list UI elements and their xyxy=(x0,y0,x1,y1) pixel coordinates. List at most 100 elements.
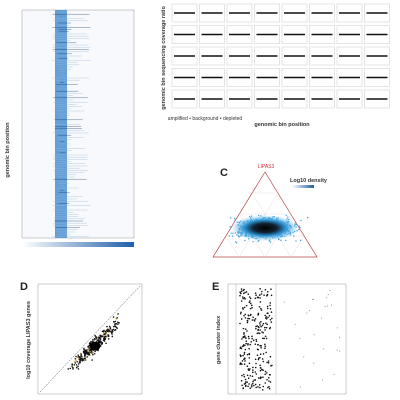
scatter-point xyxy=(242,297,244,300)
scatter-point xyxy=(257,325,260,328)
scatter-point xyxy=(252,339,255,342)
scatter-point xyxy=(104,335,107,338)
scatter-point xyxy=(262,322,265,325)
scatter-point xyxy=(85,352,88,355)
scatter-point xyxy=(103,337,105,340)
scatter-point xyxy=(244,344,246,347)
scatter-point xyxy=(95,342,98,345)
scatter-point xyxy=(247,335,250,338)
scatter-point xyxy=(260,320,262,323)
scatter-point xyxy=(83,357,86,360)
scatter-point xyxy=(77,365,79,368)
scatter-point xyxy=(264,370,267,373)
scatter-point xyxy=(249,302,252,305)
scatter-point xyxy=(85,359,87,361)
scatter-point xyxy=(267,376,270,379)
scatter-point xyxy=(242,292,245,295)
scatter-point xyxy=(109,326,112,329)
scatter-point xyxy=(262,360,265,363)
scatter-point xyxy=(247,317,249,320)
scatter-point xyxy=(249,343,252,346)
apex-label: LIPAS3 xyxy=(258,164,275,170)
scatter-point xyxy=(253,379,255,381)
scatter-point xyxy=(260,307,262,310)
scatter-point xyxy=(108,328,111,330)
scatter-point xyxy=(266,323,269,326)
scatter-point xyxy=(98,338,101,340)
scatter-point xyxy=(83,350,86,353)
scatter-point xyxy=(245,340,248,343)
scatter-point xyxy=(271,364,273,367)
scatter-point xyxy=(249,307,252,310)
scatter-point xyxy=(244,360,246,362)
scatter-point xyxy=(264,314,266,317)
scatter-point xyxy=(93,347,96,351)
mini-plot xyxy=(199,46,225,66)
density-point xyxy=(230,217,232,219)
scatter-point xyxy=(255,294,257,297)
scatter-point xyxy=(87,353,90,356)
density-point xyxy=(230,232,232,234)
scatter-point xyxy=(244,382,247,385)
density-point xyxy=(306,216,309,219)
scatter-point xyxy=(245,342,247,345)
scatter-point xyxy=(239,291,241,293)
scatter-point xyxy=(255,340,258,343)
legend: amplified • background • depleted xyxy=(168,116,243,122)
scatter-point xyxy=(110,332,113,334)
scatter-point xyxy=(251,335,253,338)
scatter-point xyxy=(245,384,247,387)
scatter-point xyxy=(260,344,262,347)
scatter-point xyxy=(265,317,268,320)
scatter-point xyxy=(244,291,246,294)
scatter-point xyxy=(95,348,98,351)
mini-plot xyxy=(364,25,390,44)
scatter-point xyxy=(74,357,77,360)
scatter-point xyxy=(72,366,74,369)
scatter-point xyxy=(257,313,260,316)
scatter-point xyxy=(259,301,262,303)
mini-plot xyxy=(309,68,335,87)
mini-plot xyxy=(364,3,390,23)
scatter-point xyxy=(71,363,74,366)
scatter-point xyxy=(260,290,263,293)
scatter-point xyxy=(80,359,82,361)
scatter-point xyxy=(339,350,341,352)
scatter-point xyxy=(266,294,268,297)
scatter-point xyxy=(99,345,102,347)
scatter-point xyxy=(118,322,120,324)
mini-plot xyxy=(199,89,225,109)
scatter-point xyxy=(111,329,114,331)
scatter-point xyxy=(240,300,243,302)
scatter-point xyxy=(252,369,254,371)
diagonal xyxy=(39,285,141,393)
scatter-point xyxy=(266,290,269,293)
scatter-point xyxy=(245,381,247,383)
mini-plot xyxy=(281,68,308,87)
scatter-point xyxy=(252,316,254,319)
scatter-point xyxy=(89,351,91,354)
scatter-point xyxy=(105,331,107,333)
scatter-point xyxy=(329,290,331,292)
scatter-point xyxy=(268,380,270,382)
scatter-point xyxy=(265,322,267,324)
scatter-point xyxy=(117,313,119,315)
scatter-point xyxy=(84,349,87,352)
mini-plot xyxy=(199,25,225,44)
mini-plot xyxy=(254,3,280,23)
scatter-point xyxy=(91,351,94,353)
scatter-point xyxy=(243,288,245,291)
scatter-point xyxy=(246,374,249,377)
scatter-point xyxy=(110,330,112,333)
scatter-point xyxy=(261,324,264,327)
scatter-point xyxy=(268,387,271,390)
density-point xyxy=(234,219,236,221)
scatter-point xyxy=(259,324,261,326)
scatter-point xyxy=(264,347,266,350)
scatter-point xyxy=(105,329,108,332)
scatter-point xyxy=(250,384,253,386)
scatter-point xyxy=(248,347,250,350)
scatter-point xyxy=(246,365,249,368)
scatter-point xyxy=(94,350,96,353)
